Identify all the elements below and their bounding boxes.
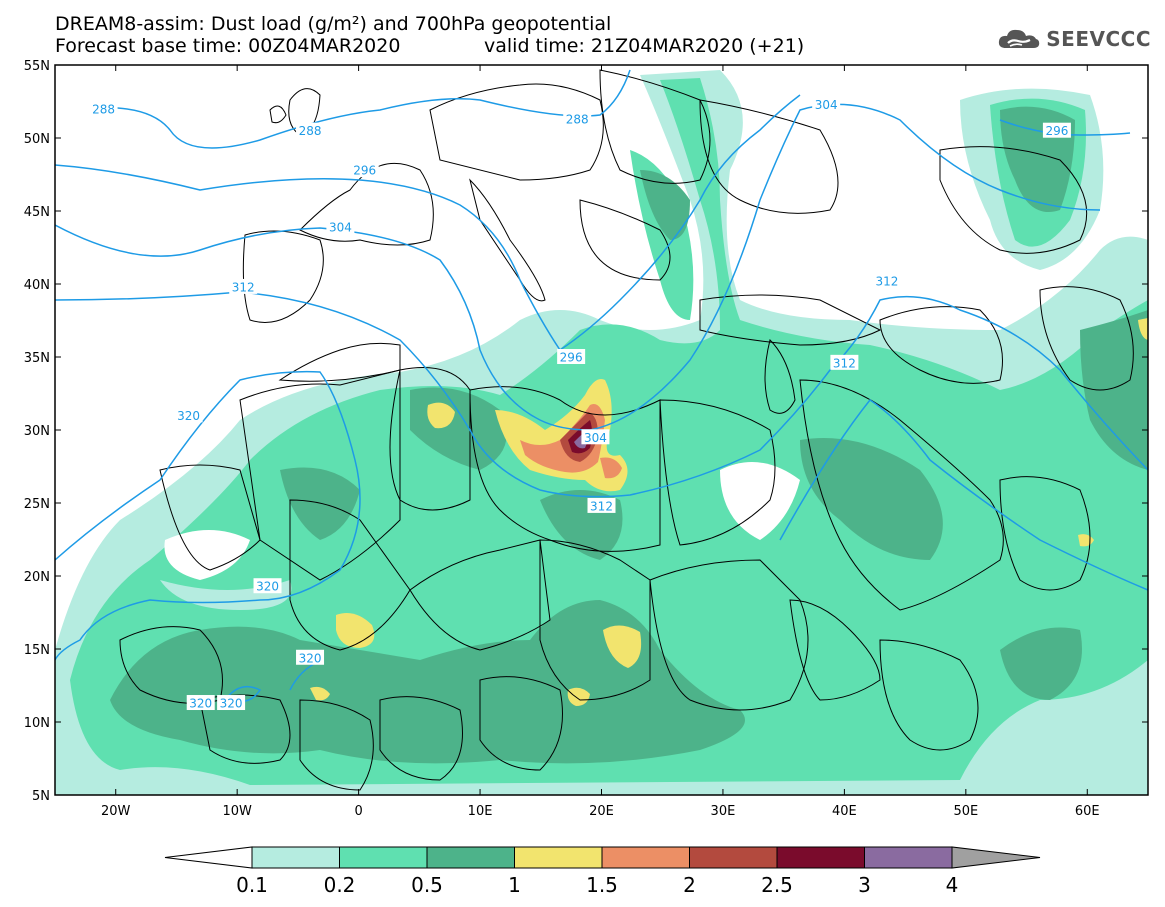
- lat-label: 55N: [24, 59, 50, 74]
- contour-label-bg: [830, 354, 859, 370]
- contour-label-bg: [253, 578, 282, 594]
- contour-label-bg: [296, 122, 325, 138]
- lat-label: 50N: [24, 132, 50, 147]
- contour-320b: [779, 398, 1148, 591]
- contour-label: 296: [353, 164, 376, 178]
- contour-312: [55, 291, 1148, 498]
- colorbar-label: 0.1: [236, 873, 268, 897]
- contour-label: 320: [189, 697, 212, 711]
- lat-label: 40N: [24, 278, 50, 293]
- lon-label: 10E: [468, 804, 493, 819]
- lon-label: 20W: [101, 804, 131, 819]
- contour-label-bg: [563, 111, 592, 127]
- colorbar-segment: [339, 846, 428, 869]
- lat-label: 35N: [24, 351, 50, 366]
- contour-label: 320: [299, 651, 322, 665]
- contour-label-bg: [89, 100, 118, 116]
- cloud-icon: [999, 29, 1040, 48]
- contour-label: 296: [1045, 124, 1068, 138]
- colorbar-segment: [601, 846, 690, 869]
- colorbar-segment: [514, 846, 603, 869]
- lat-label: 20N: [24, 570, 50, 585]
- contour-label-bg: [217, 695, 246, 711]
- colorbar-labels: 0.1 0.2 0.5 1 1.5 2 2.5 3 4: [236, 873, 958, 897]
- contour-label-bg: [812, 96, 841, 112]
- contour-label: 312: [833, 356, 856, 370]
- contour-labels: 288 288 288 296 296 296 304 304 304 312 312 312 312 3…: [89, 96, 1071, 711]
- colorbar-segment: [426, 846, 515, 869]
- contour-label-bg: [557, 349, 586, 364]
- contour-label: 288: [92, 102, 115, 116]
- contour-label: 304: [815, 98, 838, 112]
- lat-label: 30N: [24, 424, 50, 439]
- contour-label: 312: [232, 280, 255, 294]
- axis-ticks: [55, 64, 1148, 796]
- lon-label: 0: [354, 804, 362, 819]
- colorbar-segment: [251, 846, 340, 869]
- lon-label: 60E: [1075, 804, 1100, 819]
- lon-label: 10W: [222, 804, 252, 819]
- contour-label-bg: [229, 278, 258, 294]
- colorbar-label: 2.5: [761, 873, 793, 897]
- contour-label-bg: [174, 407, 203, 423]
- colorbar: [164, 846, 1041, 869]
- contour-label: 304: [329, 221, 352, 235]
- contour-296: [55, 94, 801, 352]
- contour-label-bg: [1042, 122, 1071, 138]
- contour-label: 320: [256, 580, 279, 594]
- contour-320: [55, 370, 361, 661]
- contour-label-bg: [326, 219, 355, 235]
- contour-label: 296: [560, 351, 583, 365]
- colorbar-segment: [689, 846, 778, 869]
- contour-label-bg: [872, 273, 901, 289]
- contour-label: 288: [566, 113, 589, 127]
- valid-time: valid time: 21Z04MAR2020 (+21): [484, 35, 805, 57]
- colorbar-label: 1: [508, 873, 521, 897]
- contour-label: 320: [220, 697, 243, 711]
- contour-label-bg: [186, 695, 215, 711]
- colorbar-label: 0.2: [324, 873, 356, 897]
- contour-label-bg: [296, 649, 325, 665]
- colorbar-label: 3: [858, 873, 871, 897]
- map-title: DREAM8-assim: Dust load (g/m²) and 700hP…: [55, 13, 612, 35]
- colorbar-under-triangle: [164, 846, 253, 869]
- contour-296b: [999, 119, 1131, 136]
- latitude-labels: 55N 50N 45N 40N 35N 30N 25N 20N 15N 10N 5N: [24, 59, 50, 804]
- forecast-base-time: Forecast base time: 00Z04MAR2020: [55, 35, 401, 57]
- lat-label: 5N: [32, 789, 50, 804]
- lat-label: 15N: [24, 643, 50, 658]
- contour-304: [55, 103, 1101, 431]
- contour-label: 320: [177, 409, 200, 423]
- longitude-labels: 20W 10W 0 10E 20E 30E 40E 50E 60E: [101, 804, 1100, 819]
- colorbar-segment: [864, 846, 953, 869]
- logo-text: SEEVCCC: [1046, 27, 1151, 51]
- contour-label: 288: [299, 124, 322, 138]
- contour-label: 304: [584, 431, 607, 445]
- colorbar-over-triangle: [951, 846, 1041, 869]
- lon-label: 40E: [832, 804, 857, 819]
- lon-label: 50E: [953, 804, 978, 819]
- contour-label-bg: [581, 429, 610, 445]
- lon-label: 30E: [711, 804, 736, 819]
- colorbar-segment: [776, 846, 865, 869]
- seevccc-logo: SEEVCCC: [996, 26, 1151, 52]
- lat-label: 25N: [24, 497, 50, 512]
- colorbar-label: 1.5: [586, 873, 618, 897]
- contour-label-bg: [587, 497, 616, 513]
- country-borders: [119, 69, 1134, 791]
- lat-label: 10N: [24, 716, 50, 731]
- lat-label: 45N: [24, 205, 50, 220]
- lon-label: 20E: [589, 804, 614, 819]
- colorbar-label: 0.5: [411, 873, 443, 897]
- contour-label-bg: [350, 162, 379, 178]
- colorbar-label: 4: [946, 873, 959, 897]
- contour-label: 312: [875, 275, 898, 289]
- colorbar-label: 2: [683, 873, 696, 897]
- contour-label: 312: [590, 499, 613, 513]
